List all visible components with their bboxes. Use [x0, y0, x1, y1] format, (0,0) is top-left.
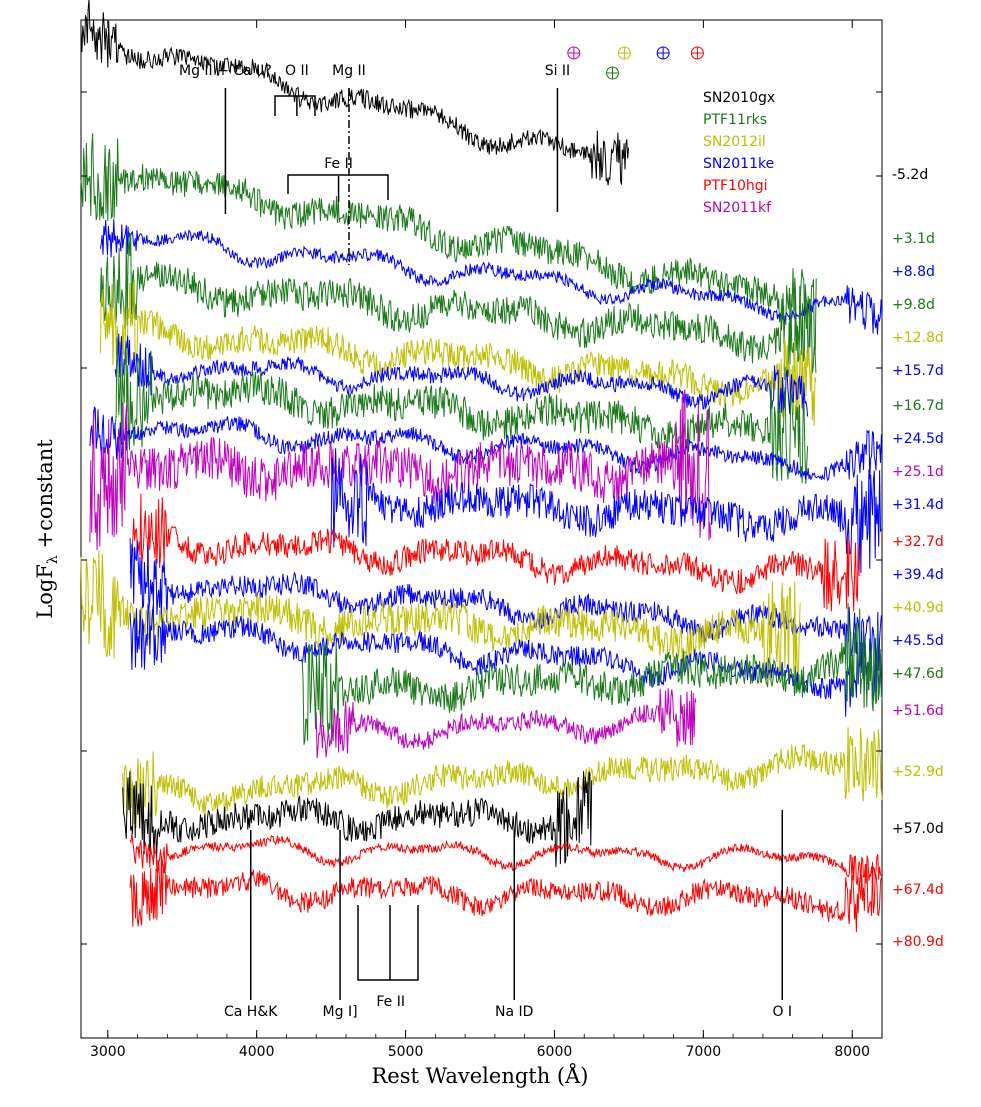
- epoch-label: +51.6d: [892, 703, 944, 719]
- x-tick-label: 8000: [834, 1044, 870, 1060]
- x-tick-label: 7000: [686, 1044, 722, 1060]
- epoch-label: +8.8d: [892, 264, 935, 280]
- line-id-bottom: Na ID: [495, 1004, 533, 1020]
- spectrum-series: [330, 448, 882, 574]
- spectrum-series: [129, 538, 882, 671]
- oii-bracket: [274, 95, 316, 116]
- legend: SN2010gx PTF11rks SN2012il SN2011ke PTF10hgi…: [703, 90, 775, 216]
- spectrum-series: [89, 389, 712, 551]
- epoch-label: +31.4d: [892, 497, 944, 513]
- line-id-top: Fe II: [324, 156, 353, 172]
- epoch-label: +12.8d: [892, 330, 944, 346]
- spectrum-series: [301, 603, 883, 745]
- x-tick-label: 5000: [388, 1044, 424, 1060]
- epoch-label: +52.9d: [892, 764, 944, 780]
- spectrum-series: [99, 279, 817, 427]
- epoch-label: +45.5d: [892, 633, 944, 649]
- telluric-marker-cross: [606, 67, 619, 79]
- spectrum-series: [114, 333, 809, 417]
- spectrum-series: [80, 133, 817, 355]
- spectrum-series: [129, 833, 882, 886]
- epoch-label: +9.8d: [892, 297, 935, 313]
- epoch-label: +32.7d: [892, 534, 944, 550]
- legend-entry: SN2011ke: [703, 156, 774, 172]
- telluric-marker-cross: [691, 47, 704, 59]
- epoch-label: +47.6d: [892, 666, 944, 682]
- series-layer: [80, 0, 883, 933]
- line-id-bottom: Mg I]: [323, 1004, 358, 1020]
- spectrum-series: [315, 688, 697, 759]
- epoch-label: +16.7d: [892, 398, 944, 414]
- telluric-marker-cross: [618, 47, 631, 59]
- legend-entry: SN2010gx: [703, 90, 775, 106]
- y-axis-title-suffix: +constant: [33, 439, 57, 555]
- spectrum-series: [80, 0, 630, 186]
- legend-entry: PTF10hgi: [703, 178, 768, 194]
- x-axis: 3000 4000 5000 6000 7000 8000: [81, 20, 882, 1060]
- spectrum-series: [122, 727, 883, 829]
- feii-bracket-bottom: [357, 905, 419, 981]
- line-id-bottom: O I: [772, 1004, 792, 1020]
- epoch-label: +3.1d: [892, 231, 935, 247]
- epoch-labels: -5.2d +3.1d +8.8d +9.8d +12.8d +15.7d +16.7d +2…: [892, 167, 944, 950]
- feii-bracket-top: [287, 174, 389, 200]
- y-axis-title-main: LogF: [33, 564, 57, 619]
- line-id-bottom: Ca H&K: [224, 1004, 278, 1020]
- epoch-label: +57.0d: [892, 821, 944, 837]
- epoch-label: +67.4d: [892, 882, 944, 898]
- x-axis-title: Rest Wavelength (Å): [371, 1063, 588, 1088]
- legend-entry: SN2011kf: [703, 200, 772, 216]
- x-tick-label: 3000: [90, 1044, 126, 1060]
- epoch-label: +40.9d: [892, 600, 944, 616]
- spectrum-series: [99, 233, 817, 381]
- spectrum-series: [129, 493, 860, 612]
- spectrum-series: [129, 856, 882, 933]
- y-axis-title: LogFλ +constant: [33, 439, 61, 619]
- plot-area: [80, 19, 883, 1039]
- y-axis-title-sub: λ: [45, 555, 61, 564]
- spectrum-series: [99, 219, 883, 335]
- epoch-label: -5.2d: [892, 167, 928, 183]
- telluric-marker-cross: [567, 47, 580, 59]
- telluric-marker-cross: [657, 47, 670, 59]
- spectrum-series: [114, 337, 809, 484]
- legend-entry: SN2012il: [703, 134, 766, 150]
- epoch-label: +80.9d: [892, 934, 944, 950]
- x-tick-label: 6000: [537, 1044, 573, 1060]
- epoch-label: +15.7d: [892, 363, 944, 379]
- line-id-top: O II: [285, 63, 309, 79]
- spectrum-series: [122, 771, 593, 868]
- spectrum-series: [80, 550, 801, 685]
- x-tick-label: 4000: [239, 1044, 275, 1060]
- line-id-top: Mg II: [332, 63, 366, 79]
- epoch-label: +39.4d: [892, 567, 944, 583]
- line-id-top: Mg II + Ca II?: [179, 63, 272, 79]
- spectrum-series: [89, 406, 882, 482]
- epoch-label: +25.1d: [892, 464, 944, 480]
- line-id-bottom: Fe II: [376, 994, 405, 1010]
- line-id-top: Si II: [545, 63, 570, 79]
- epoch-label: +24.5d: [892, 431, 944, 447]
- legend-entry: PTF11rks: [703, 112, 767, 128]
- annotation-layer: Mg II + Ca II? O II Mg II Si II Fe II Ca H&K M…: [179, 46, 792, 1020]
